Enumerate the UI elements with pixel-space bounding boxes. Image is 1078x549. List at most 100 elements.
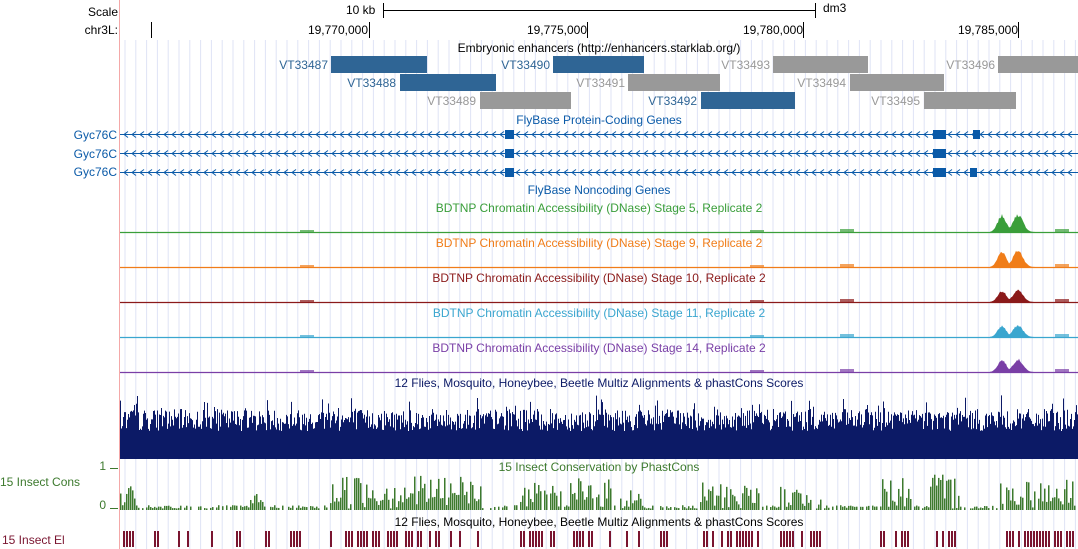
transcript-label-1[interactable]: Gyc76C: [73, 128, 117, 142]
transcript-label-3[interactable]: Gyc76C: [73, 165, 117, 179]
phastcons-bar: [460, 476, 462, 510]
phastcons-bar: [384, 493, 386, 510]
strand-chevron: [307, 169, 313, 176]
phastcons-bar: [390, 508, 392, 510]
strand-chevron: [667, 150, 673, 157]
strand-chevron: [859, 169, 865, 176]
exon-block: [970, 168, 977, 177]
conserved-element: [411, 531, 413, 547]
strand-chevron: [667, 131, 673, 138]
strand-chevron: [587, 131, 593, 138]
phastcons-bar: [448, 497, 450, 510]
strand-chevron: [459, 169, 465, 176]
strand-chevron: [203, 131, 209, 138]
phastcons-bar: [392, 498, 394, 510]
enhancer-label-vt33487[interactable]: VT33487: [279, 58, 328, 72]
strand-chevron: [843, 169, 849, 176]
phastcons-bar: [1032, 507, 1034, 510]
conserved-element: [591, 531, 593, 547]
position-label-2: 19,775,000: [526, 23, 587, 37]
strand-chevron: [363, 150, 369, 157]
strand-chevron: [315, 131, 321, 138]
conserved-element: [1054, 531, 1056, 547]
enhancer-label-vt33493[interactable]: VT33493: [721, 58, 770, 72]
strand-chevron: [619, 131, 625, 138]
scale-bar-label: 10 kb: [346, 3, 376, 17]
phastcons-bar: [828, 507, 830, 510]
noncoding-track-title[interactable]: FlyBase Noncoding Genes: [527, 183, 671, 197]
elements-side-label[interactable]: 15 Insect El: [2, 533, 65, 547]
phastcons-bar: [362, 502, 364, 510]
conserved-element: [579, 531, 581, 547]
phastcons-bar: [928, 507, 930, 510]
enhancer-track-title[interactable]: Embryonic enhancers (http://enhancers.st…: [457, 41, 741, 55]
enhancer-label-vt33494[interactable]: VT33494: [797, 76, 846, 90]
enhancer-label-vt33489[interactable]: VT33489: [427, 94, 476, 108]
dnase-stage11-title[interactable]: BDTNP Chromatin Accessibility (DNase) St…: [432, 306, 766, 320]
phastcons-bar: [938, 477, 940, 510]
conserved-element: [265, 531, 267, 547]
phastcons-bar: [916, 505, 918, 510]
phastcons-side-label[interactable]: 15 Insect Cons: [0, 475, 81, 489]
strand-chevron: [235, 150, 241, 157]
conserved-element: [1066, 531, 1068, 547]
transcript-label-2[interactable]: Gyc76C: [73, 147, 117, 161]
phastcons-bar: [206, 508, 208, 510]
strand-chevron: [563, 150, 569, 157]
elements-track-title[interactable]: 12 Flies, Mosquito, Honeybee, Beetle Mul…: [394, 515, 804, 529]
enhancer-label-vt33490[interactable]: VT33490: [501, 58, 550, 72]
enhancer-label-vt33488[interactable]: VT33488: [347, 76, 396, 90]
phastcons-bar: [944, 498, 946, 510]
phastcons-bar: [120, 493, 122, 510]
strand-chevron: [403, 150, 409, 157]
phastcons-bar: [370, 498, 372, 510]
enhancer-label-vt33495[interactable]: VT33495: [871, 94, 920, 108]
strand-chevron: [203, 150, 209, 157]
conserved-element: [1009, 531, 1011, 547]
phastcons-bar: [720, 484, 722, 510]
phastcons-bar: [300, 507, 302, 510]
phastcons-bar: [124, 502, 126, 510]
protein-coding-track-title[interactable]: FlyBase Protein-Coding Genes: [516, 113, 682, 127]
phastcons-bar: [436, 488, 438, 510]
strand-chevron: [771, 169, 777, 176]
dnase-stage14-title[interactable]: BDTNP Chromatin Accessibility (DNase) St…: [432, 341, 766, 355]
dnase-peak: [990, 358, 1035, 372]
conserved-element: [129, 531, 131, 547]
phastcons-bar: [222, 506, 224, 510]
strand-chevron: [627, 169, 633, 176]
conserved-element: [375, 531, 377, 547]
strand-chevron: [1003, 169, 1009, 176]
enhancer-label-vt33492[interactable]: VT33492: [648, 94, 697, 108]
strand-chevron: [379, 131, 385, 138]
conserved-element: [789, 531, 791, 547]
phastcons-bar: [666, 506, 668, 510]
phastcons-bar: [820, 499, 822, 510]
phastcons-track-title[interactable]: 15 Insect Conservation by PhastCons: [498, 460, 700, 474]
strand-chevron: [179, 131, 185, 138]
phastcons-bar: [550, 493, 552, 510]
multiz-track-title[interactable]: 12 Flies, Mosquito, Honeybee, Beetle Mul…: [394, 376, 804, 390]
dnase-stage5-title[interactable]: BDTNP Chromatin Accessibility (DNase) St…: [435, 201, 763, 215]
strand-chevron: [987, 150, 993, 157]
phastcons-bar: [398, 501, 400, 510]
strand-chevron: [299, 169, 305, 176]
enhancer-label-vt33496[interactable]: VT33496: [946, 58, 995, 72]
strand-chevron: [595, 131, 601, 138]
phastcons-bar: [688, 506, 690, 510]
dnase-stage9-title[interactable]: BDTNP Chromatin Accessibility (DNase) St…: [435, 236, 763, 250]
strand-chevron: [475, 131, 481, 138]
strand-chevron: [611, 150, 617, 157]
dnase-stage10-title[interactable]: BDTNP Chromatin Accessibility (DNase) St…: [432, 271, 766, 285]
phastcons-bar: [1000, 483, 1002, 510]
conserved-element: [801, 531, 803, 547]
phastcons-bar: [908, 488, 910, 510]
conserved-element: [123, 531, 125, 547]
phastcons-axis-min: 0: [99, 498, 106, 512]
phastcons-bar: [132, 490, 134, 510]
enhancer-label-vt33491[interactable]: VT33491: [576, 76, 625, 90]
strand-chevron: [187, 131, 193, 138]
phastcons-bar: [498, 506, 500, 510]
